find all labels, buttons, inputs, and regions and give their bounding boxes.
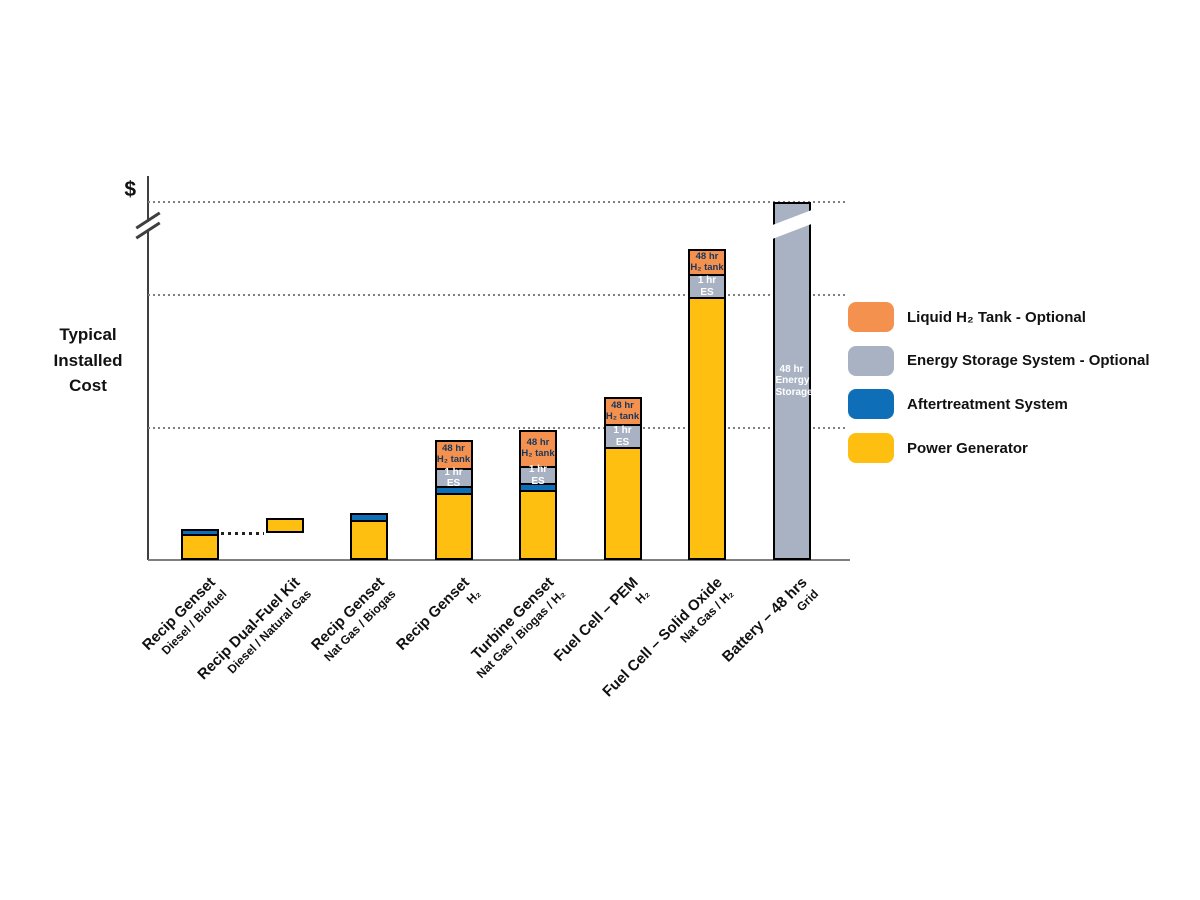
legend-swatch-power — [848, 433, 894, 464]
segment-label: 1 hr ES — [444, 466, 463, 490]
h2_tank-segment: 48 hr H₂ tank — [603, 397, 642, 426]
bar-turbine-genset: 48 hr H₂ tank 1 hr ES — [519, 430, 557, 560]
x-axis-label: Recip Genset Nat Gas / Biogas — [308, 574, 398, 664]
legend-swatch-energy_storage — [848, 345, 894, 376]
energy_storage-segment: 1 hr ES — [688, 274, 726, 299]
gridline — [148, 201, 848, 203]
bar-fuel-cell-pem: 48 hr H₂ tank 1 hr ES — [603, 397, 642, 560]
energy_storage-segment: 48 hr Energy Storage — [772, 202, 813, 560]
y-axis-dollar-symbol: $ — [124, 178, 136, 201]
segment-label: 48 hr H₂ tank — [521, 437, 555, 459]
segment-label: 1 hr ES — [613, 425, 632, 448]
segment-label: 1 hr ES — [697, 275, 717, 298]
x-axis-label: Battery – 48 hrs Grid — [719, 574, 821, 676]
energy_storage-segment: 1 hr ES — [603, 424, 642, 449]
segment-label: 1 hr ES — [528, 464, 548, 487]
y-axis-break-gap — [142, 222, 154, 230]
legend-label: Power Generator — [907, 439, 1028, 457]
h2_tank-segment: 48 hr H₂ tank — [434, 440, 473, 470]
dotted-connector — [221, 532, 264, 535]
legend-swatch-h2_tank — [848, 302, 894, 332]
segment-label: 48 hr H₂ tank — [436, 443, 471, 465]
power-segment — [688, 297, 726, 560]
power-segment — [181, 534, 219, 560]
legend-label: Energy Storage System - Optional — [907, 352, 1150, 370]
power-segment — [434, 493, 473, 560]
bar-recip-genset — [181, 529, 219, 560]
y-axis-line — [147, 176, 149, 560]
legend-item-power: Power Generator — [848, 433, 1028, 464]
legend-label: Aftertreatment System — [907, 395, 1068, 413]
gridline — [148, 294, 848, 296]
h2_tank-segment: 48 hr H₂ tank — [519, 430, 557, 468]
segment-label: 48 hr Energy Storage — [775, 363, 813, 398]
segment-label: 48 hr H₂ tank — [605, 399, 640, 422]
legend-item-aftertreatment: Aftertreatment System — [848, 389, 1068, 420]
bar-battery-48-hrs: 48 hr Energy Storage — [764, 202, 819, 560]
segment-label: 48 hr H₂ tank — [690, 250, 724, 273]
power-segment — [265, 518, 304, 533]
legend-item-h2_tank: Liquid H₂ Tank - Optional — [848, 302, 1086, 332]
gridline — [148, 427, 848, 429]
energy_storage-segment: 1 hr ES — [434, 466, 473, 490]
h2_tank-segment: 48 hr H₂ tank — [688, 249, 726, 276]
plot-area: 48 hr H₂ tank 1 hr ES 48 hr H₂ tank 1 hr ES… — [148, 175, 848, 560]
bar-fuel-cell-solid-oxide: 48 hr H₂ tank 1 hr ES — [688, 249, 726, 560]
y-axis-title: Typical Installed Cost — [53, 325, 123, 395]
power-segment — [603, 447, 642, 560]
bar-recip-genset: 48 hr H₂ tank 1 hr ES — [434, 440, 473, 560]
bar-recip-dual-fuel-kit — [265, 518, 304, 533]
energy_storage-segment: 1 hr ES — [519, 464, 557, 487]
power-segment — [350, 520, 388, 560]
bar-recip-genset — [350, 513, 388, 560]
power-segment — [519, 490, 557, 560]
legend-label: Liquid H₂ Tank - Optional — [907, 308, 1086, 326]
legend-swatch-aftertreatment — [848, 389, 894, 420]
x-axis-line — [148, 559, 850, 561]
legend-item-energy_storage: Energy Storage System - Optional — [848, 345, 1150, 376]
